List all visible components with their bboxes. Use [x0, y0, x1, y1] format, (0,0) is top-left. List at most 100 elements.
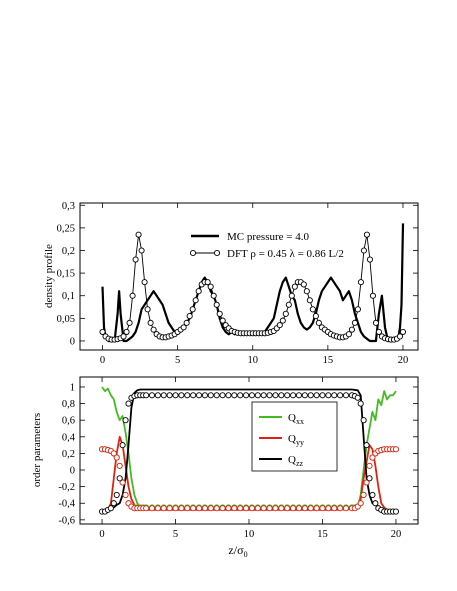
order-series-5-marker [325, 392, 332, 399]
order-ytick-label: 0 [70, 466, 75, 477]
density-ytick-label: 0,1 [62, 291, 75, 302]
density-series-1-marker [180, 324, 187, 331]
density-series-1-marker [210, 292, 217, 299]
order-series-4-marker [195, 505, 203, 512]
order-series-5-marker [237, 392, 244, 399]
density-xtick-label: 10 [248, 355, 259, 366]
order-series-5-marker [160, 392, 167, 399]
order-series-5-marker [195, 392, 203, 399]
order-series-5-marker [125, 400, 132, 407]
order-series-5-marker [290, 392, 297, 399]
density-series-1-marker [360, 247, 367, 254]
legend-dft-label: DFT ρ = 0.45 λ = 0.86 L/2 [227, 248, 344, 260]
order-series-4-marker [369, 454, 376, 461]
order-series-4-marker [160, 505, 167, 512]
density-series-1-marker [219, 317, 226, 324]
order-series-5-marker [166, 392, 173, 399]
density-series-1-marker [195, 288, 202, 295]
order-series-4-marker [331, 505, 338, 512]
density-series-1-marker [351, 319, 358, 326]
density-ytick-label: 0,3 [62, 201, 75, 212]
order-series-5-marker [278, 392, 285, 399]
order-series-4-marker [313, 505, 320, 512]
density-series-1-marker [303, 288, 310, 295]
order-series-4-marker [301, 505, 308, 512]
order-series-4-marker [213, 505, 220, 512]
order-series-4-marker [143, 505, 150, 512]
order-series-4-marker [166, 505, 173, 512]
density-series-1-marker [312, 313, 319, 320]
density-series-1-marker [132, 256, 139, 263]
order-series-4-marker [319, 505, 326, 512]
order-series-5-marker [272, 392, 279, 399]
order-ytick-label: 0,2 [62, 449, 75, 460]
order-series-1-line [102, 435, 396, 513]
density-xtick-label: 5 [175, 355, 180, 366]
order-series-5-marker [190, 392, 197, 399]
order-series-5-marker [207, 392, 214, 399]
order-xlabel: z/σ0 [228, 543, 247, 559]
order-series-4-marker [342, 505, 350, 512]
order-series-5-marker [337, 392, 344, 399]
density-xtick-label: 0 [100, 355, 105, 366]
order-series-group [98, 386, 400, 515]
order-series-4-marker [225, 505, 232, 512]
order-ytick-label: 0,8 [62, 399, 75, 410]
legend-dft-marker-right [213, 249, 221, 257]
order-series-4-marker [113, 454, 120, 461]
order-xtick-label: 0 [99, 529, 104, 540]
density-series-1-marker [354, 306, 361, 313]
density-ytick-label: 0,15 [57, 269, 75, 280]
order-series-4-marker [254, 505, 261, 512]
density-series-1-marker [150, 326, 157, 333]
xlabel-text: z/σ [228, 543, 244, 557]
order-series-4-marker [231, 505, 238, 512]
density-series-1-marker [120, 333, 127, 340]
density-series-1-marker [288, 292, 295, 299]
order-xtick-label: 15 [317, 529, 328, 540]
order-xtick-label: 10 [244, 529, 255, 540]
order-series-4-marker [110, 450, 117, 457]
order-series-4-marker [122, 491, 129, 498]
density-series-1-marker [144, 306, 151, 313]
order-series-5-marker [369, 491, 376, 498]
order-series-4-marker [119, 479, 126, 486]
order-ytick-label: -0,2 [58, 482, 75, 493]
order-series-4-marker [237, 505, 244, 512]
order-series-5-marker [213, 392, 220, 399]
order-series-4-marker [260, 505, 267, 512]
order-series-5-marker [313, 392, 320, 399]
density-series-1-marker [192, 297, 199, 304]
density-panel: 0 0,05 0,1 0,15 0,2 0,25 0,3 0 5 10 15 20 density p… [43, 201, 419, 366]
order-series-5-marker [354, 394, 361, 401]
order-series-5-marker [331, 392, 338, 399]
density-series-1-marker [129, 292, 136, 299]
order-series-4-marker [307, 505, 314, 512]
order-series-4-marker [290, 505, 297, 512]
xlabel-subscript: 0 [244, 550, 248, 559]
density-series-1-marker [372, 319, 379, 326]
order-series-4-marker [284, 505, 291, 512]
order-series-5-marker [178, 392, 185, 399]
order-ytick-label: -0,6 [58, 515, 75, 526]
density-ytick-label: 0,05 [57, 314, 75, 325]
density-series-1-marker [396, 333, 404, 340]
order-series-4-marker [190, 505, 197, 512]
order-series-5-marker [342, 392, 350, 399]
order-series-4-marker [219, 505, 226, 512]
order-xtick-label: 5 [173, 529, 178, 540]
order-series-5-marker [122, 417, 129, 424]
density-series-1-marker [99, 328, 106, 335]
density-series-1-marker [369, 292, 376, 299]
density-ylabel: density profile [43, 244, 55, 308]
order-legend: Qxx Qyy Qzz [251, 401, 338, 472]
order-series-4-marker [148, 505, 156, 512]
order-series-4-marker [278, 505, 285, 512]
order-series-5-marker [184, 392, 191, 399]
order-ytick-label: 0,6 [62, 416, 75, 427]
order-series-5-marker [243, 392, 250, 399]
order-series-4-marker [201, 505, 208, 512]
density-series-1-marker [189, 306, 196, 313]
order-series-5-marker [154, 392, 161, 399]
